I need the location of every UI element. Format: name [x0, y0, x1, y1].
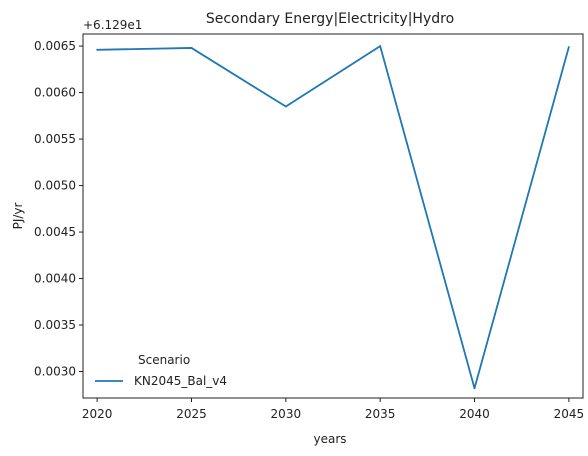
x-axis-ticks: 2020 2025 2030 2035 2040 2045 — [82, 398, 584, 421]
data-point — [379, 45, 382, 47]
y-tick-label: 0.0060 — [34, 86, 76, 100]
x-tick-label: 2020 — [82, 407, 113, 421]
series-layer — [96, 45, 570, 390]
y-tick-label: 0.0035 — [34, 318, 76, 332]
data-point — [567, 46, 570, 48]
x-tick-label: 2045 — [554, 407, 585, 421]
x-tick-label: 2040 — [459, 407, 490, 421]
y-tick-label: 0.0045 — [34, 225, 76, 239]
y-tick-label: 0.0040 — [34, 272, 76, 286]
legend-title: Scenario — [138, 353, 190, 367]
series-line — [97, 45, 570, 390]
data-point — [96, 48, 99, 51]
y-tick-label: 0.0050 — [34, 179, 76, 193]
plot-frame — [82, 33, 584, 399]
y-tick-label: 0.0065 — [34, 39, 76, 53]
data-point — [190, 47, 193, 49]
y-tick-label: 0.0030 — [34, 365, 76, 379]
x-axis-label: years — [313, 432, 346, 446]
legend-entry-label: KN2045_Bal_v4 — [134, 374, 227, 388]
y-tick-label: 0.0055 — [34, 132, 76, 146]
y-axis-ticks: 0.0030 0.0035 0.0040 0.0045 0.0050 0.0055 0.00… — [34, 39, 83, 379]
y-axis-label: PJ/yr — [11, 203, 25, 230]
x-tick-label: 2030 — [271, 407, 302, 421]
y-offset-label: +6.129e1 — [83, 18, 142, 32]
legend: Scenario KN2045_Bal_v4 — [95, 353, 227, 388]
chart-title: Secondary Energy|Electricity|Hydro — [206, 11, 454, 27]
data-point — [284, 105, 287, 108]
x-tick-label: 2025 — [176, 407, 207, 421]
data-point — [473, 387, 476, 390]
x-tick-label: 2035 — [365, 407, 396, 421]
